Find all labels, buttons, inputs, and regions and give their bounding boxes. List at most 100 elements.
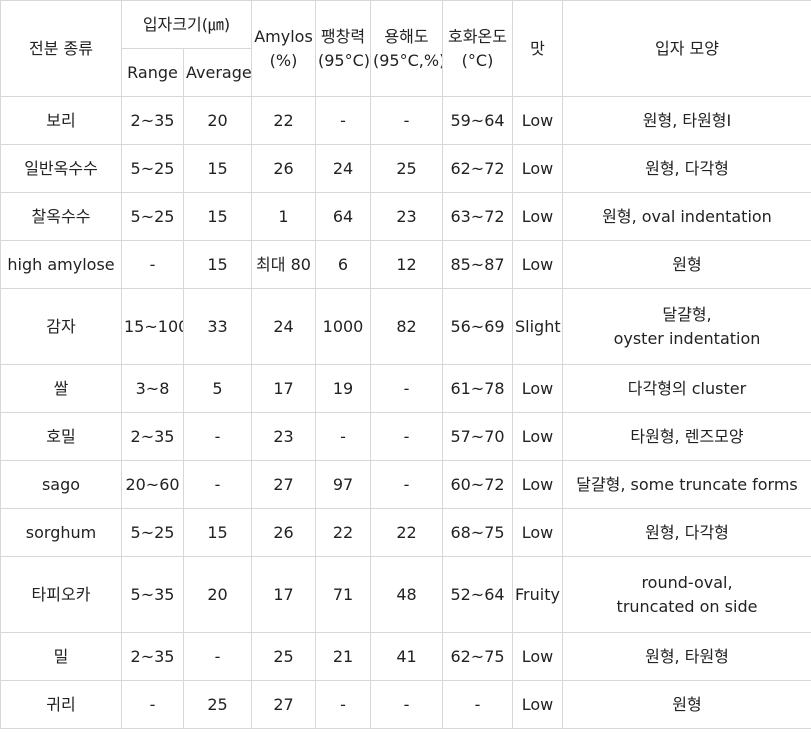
cell-granule-shape: 원형 [562, 240, 811, 289]
cell-average: 15 [183, 240, 252, 289]
cell-starch-type: high amylose [0, 240, 122, 289]
table-body: 보리 2~35 20 22- -59~64 Low 원형, 타원형I 일반옥수수 5~25 15 2… [0, 96, 811, 729]
cell-taste: Low [512, 508, 563, 557]
cell-taste: Fruity [512, 556, 563, 633]
table-row: 감자 15~100 33 24 1000 82 56~69 Slight 달걀형, oyster … [0, 288, 811, 365]
table-row: sorghum 5~25 15 26 22 22 68~75 Low 원형, 다각형 [0, 508, 811, 557]
header-gel-temp-line1: 호화온도 [448, 26, 507, 46]
cell-amylose: 26 [251, 144, 316, 193]
cell-gelatinization-temp: 57~70 [442, 412, 513, 461]
header-row-1: 전분 종류 입자크기(㎛) Amylos (%) 팽창력 (95°C) 용해도 … [0, 0, 811, 97]
cell-gelatinization-temp: 85~87 [442, 240, 513, 289]
table-row: high amylose -15 최대 80 6 12 85~87 Low 원형 [0, 240, 811, 289]
cell-swelling-power: - [315, 96, 371, 145]
header-swelling-line1: 팽창력 [320, 26, 366, 46]
cell-range: 5~25 [121, 192, 184, 241]
cell-gelatinization-temp: 61~78 [442, 364, 513, 413]
cell-range: 2~35 [121, 96, 184, 145]
cell-solubility: - [370, 412, 443, 461]
header-gelatinization-temp: 호화온도 (°C) [442, 0, 513, 97]
cell-taste: Low [512, 680, 563, 729]
cell-solubility: - [370, 96, 443, 145]
cell-solubility: 41 [370, 632, 443, 681]
table-row: 보리 2~35 20 22- -59~64 Low 원형, 타원형I [0, 96, 811, 145]
header-starch-type: 전분 종류 [0, 0, 122, 97]
cell-amylose: 26 [251, 508, 316, 557]
header-granule-size: 입자크기(㎛) [121, 0, 252, 49]
cell-gelatinization-temp: 63~72 [442, 192, 513, 241]
cell-granule-shape: 다각형의 cluster [562, 364, 811, 413]
cell-starch-type: sago [0, 460, 122, 509]
cell-swelling-power: - [315, 680, 371, 729]
granule-shape-line: 원형 [672, 694, 702, 714]
cell-granule-shape: 원형, 타원형 [562, 632, 811, 681]
cell-average: 20 [183, 96, 252, 145]
cell-gelatinization-temp: 60~72 [442, 460, 513, 509]
table-row: 귀리 -25 27- - - Low 원형 [0, 680, 811, 729]
cell-average: - [183, 632, 252, 681]
cell-gelatinization-temp: 68~75 [442, 508, 513, 557]
cell-taste: Slight [512, 288, 563, 365]
granule-shape-line: 원형, 타원형 [645, 646, 729, 666]
granule-shape-line: 원형, 타원형I [642, 110, 732, 130]
cell-amylose: 최대 80 [251, 240, 316, 289]
cell-solubility: - [370, 460, 443, 509]
cell-swelling-power: 1000 [315, 288, 371, 365]
table-row: 호밀 2~35-23- -57~70 Low 타원형, 렌즈모양 [0, 412, 811, 461]
cell-average: 15 [183, 192, 252, 241]
cell-starch-type: 보리 [0, 96, 122, 145]
cell-granule-shape: round-oval, truncated on side [562, 556, 811, 633]
cell-granule-shape: 원형, oval indentation [562, 192, 811, 241]
cell-range: 2~35 [121, 412, 184, 461]
granule-shape-line: round-oval, [641, 572, 733, 592]
cell-gelatinization-temp: - [442, 680, 513, 729]
cell-gelatinization-temp: 62~75 [442, 632, 513, 681]
cell-amylose: 23 [251, 412, 316, 461]
header-taste: 맛 [512, 0, 563, 97]
header-swelling-line2: (95°C) [318, 50, 371, 70]
cell-taste: Low [512, 460, 563, 509]
cell-amylose: 27 [251, 680, 316, 729]
header-solubility-line1: 용해도 [384, 26, 429, 46]
cell-solubility: 48 [370, 556, 443, 633]
header-solubility-line2: (95°C,%) [373, 50, 443, 70]
cell-starch-type: 쌀 [0, 364, 122, 413]
cell-granule-shape: 타원형, 렌즈모양 [562, 412, 811, 461]
cell-swelling-power: 19 [315, 364, 371, 413]
cell-solubility: - [370, 364, 443, 413]
cell-taste: Low [512, 96, 563, 145]
granule-shape-line: 달걀형, [662, 304, 712, 324]
cell-average: - [183, 412, 252, 461]
cell-swelling-power: 6 [315, 240, 371, 289]
cell-average: 20 [183, 556, 252, 633]
cell-taste: Low [512, 240, 563, 289]
table-row: 찰옥수수 5~25 15 1 64 23 63~72 Low 원형, oval indentat… [0, 192, 811, 241]
header-range: Range [121, 48, 184, 97]
cell-solubility: - [370, 680, 443, 729]
cell-average: 5 [183, 364, 252, 413]
granule-shape-line: 원형, 다각형 [645, 158, 729, 178]
cell-swelling-power: 97 [315, 460, 371, 509]
table-row: 타피오카 5~35 20 17 71 48 52~64 Fruity round-oval, tr… [0, 556, 811, 633]
table-row: 밀 2~35-25 21 41 62~75 Low 원형, 타원형 [0, 632, 811, 681]
cell-granule-shape: 원형, 다각형 [562, 144, 811, 193]
cell-solubility: 82 [370, 288, 443, 365]
cell-range: 5~35 [121, 556, 184, 633]
cell-starch-type: 일반옥수수 [0, 144, 122, 193]
granule-shape-line: 달걀형, some truncate forms [576, 474, 798, 494]
cell-swelling-power: 22 [315, 508, 371, 557]
cell-amylose: 24 [251, 288, 316, 365]
cell-swelling-power: 64 [315, 192, 371, 241]
cell-solubility: 25 [370, 144, 443, 193]
cell-taste: Low [512, 364, 563, 413]
header-amylose-line1: Amylos [254, 26, 313, 46]
granule-shape-line: oyster indentation [613, 328, 761, 348]
cell-taste: Low [512, 632, 563, 681]
header-solubility: 용해도 (95°C,%) [370, 0, 443, 97]
cell-taste: Low [512, 412, 563, 461]
cell-starch-type: 귀리 [0, 680, 122, 729]
cell-solubility: 22 [370, 508, 443, 557]
table-row: sago 20~60-27 97-60~72 Low 달걀형, some truncat… [0, 460, 811, 509]
cell-amylose: 17 [251, 556, 316, 633]
